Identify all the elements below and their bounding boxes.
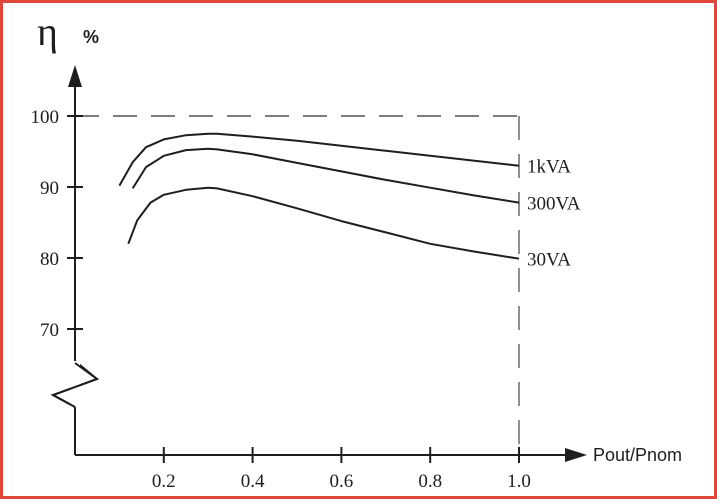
series-label-30va: 30VA <box>527 250 571 271</box>
x-axis-label: Pout/Pnom <box>593 445 682 465</box>
y-tick-label: 70 <box>40 320 59 341</box>
y-axis-unit: % <box>83 27 99 47</box>
x-tick-label: 0.8 <box>418 471 442 492</box>
y-tick-label: 100 <box>31 107 60 128</box>
x-tick-label: 0.2 <box>152 471 176 492</box>
y-axis-break-zigzag <box>50 362 100 408</box>
x-axis-arrowhead <box>565 448 587 462</box>
x-tick-label: 1.0 <box>507 471 531 492</box>
y-tick-label: 80 <box>40 249 59 270</box>
series-line-1kva <box>118 132 520 187</box>
series-label-300va: 300VA <box>527 194 581 215</box>
series-line-300va <box>131 147 520 204</box>
x-tick-label: 0.6 <box>330 471 354 492</box>
y-tick-label: 90 <box>40 178 59 199</box>
y-axis-symbol: η <box>37 9 58 54</box>
x-tick-label: 0.4 <box>241 471 265 492</box>
series-label-1kva: 1kVA <box>527 157 571 178</box>
y-axis-arrowhead <box>68 65 82 87</box>
efficiency-chart: η % Pout/Pnom 0.2 0.4 0.6 0.8 1.0 70 80 90 100 1… <box>31 9 683 492</box>
series-line-30va <box>127 186 520 260</box>
